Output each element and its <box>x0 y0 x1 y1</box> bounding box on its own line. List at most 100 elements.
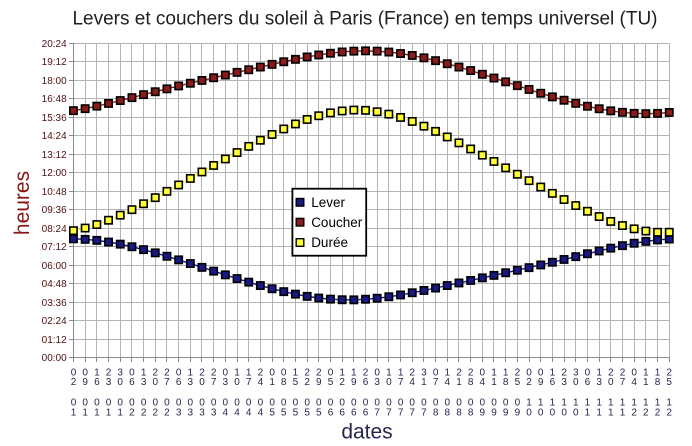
svg-text:7: 7 <box>211 377 217 388</box>
svg-text:2: 2 <box>561 368 567 379</box>
svg-text:2: 2 <box>666 368 672 379</box>
svg-text:0: 0 <box>117 398 123 409</box>
svg-text:5: 5 <box>269 407 275 418</box>
svg-text:2: 2 <box>468 368 474 379</box>
svg-text:2: 2 <box>304 377 310 388</box>
svg-text:2: 2 <box>199 368 205 379</box>
svg-text:8: 8 <box>456 407 462 418</box>
svg-text:0: 0 <box>585 368 591 379</box>
svg-text:09:36: 09:36 <box>42 205 67 216</box>
svg-text:9: 9 <box>503 407 509 418</box>
svg-text:6: 6 <box>585 377 591 388</box>
svg-text:0: 0 <box>561 407 567 418</box>
svg-text:1: 1 <box>608 407 614 418</box>
svg-text:0: 0 <box>386 398 392 409</box>
svg-text:0: 0 <box>117 377 123 388</box>
svg-text:1: 1 <box>596 398 602 409</box>
svg-text:2: 2 <box>164 368 170 379</box>
svg-text:1: 1 <box>666 398 672 409</box>
svg-text:1: 1 <box>94 368 100 379</box>
svg-text:heures: heures <box>11 171 34 235</box>
svg-text:0: 0 <box>631 368 637 379</box>
svg-text:6: 6 <box>94 377 100 388</box>
svg-text:1: 1 <box>234 368 240 379</box>
svg-text:1: 1 <box>608 398 614 409</box>
svg-text:1: 1 <box>503 368 509 379</box>
svg-text:4: 4 <box>480 377 486 388</box>
svg-text:2: 2 <box>153 407 159 418</box>
svg-text:0: 0 <box>339 398 345 409</box>
svg-text:7: 7 <box>433 377 439 388</box>
svg-text:04:48: 04:48 <box>42 279 67 290</box>
svg-text:3: 3 <box>421 368 427 379</box>
svg-text:1: 1 <box>526 398 532 409</box>
svg-text:0: 0 <box>258 398 264 409</box>
svg-text:1: 1 <box>550 368 556 379</box>
svg-text:1: 1 <box>491 377 497 388</box>
svg-text:0: 0 <box>304 398 310 409</box>
svg-text:7: 7 <box>398 377 404 388</box>
svg-text:8: 8 <box>655 377 661 388</box>
svg-text:3: 3 <box>596 377 602 388</box>
svg-text:1: 1 <box>293 368 299 379</box>
svg-text:2: 2 <box>363 368 369 379</box>
svg-text:8: 8 <box>445 407 451 418</box>
svg-text:0: 0 <box>608 377 614 388</box>
svg-text:3: 3 <box>106 377 112 388</box>
svg-text:20:24: 20:24 <box>42 39 67 50</box>
svg-text:5: 5 <box>316 407 322 418</box>
svg-text:7: 7 <box>398 407 404 418</box>
svg-text:0: 0 <box>538 368 544 379</box>
svg-text:Durée: Durée <box>311 235 348 250</box>
svg-text:0: 0 <box>573 407 579 418</box>
svg-text:5: 5 <box>293 407 299 418</box>
svg-text:1: 1 <box>538 398 544 409</box>
svg-text:0: 0 <box>433 368 439 379</box>
svg-text:0: 0 <box>188 398 194 409</box>
svg-text:0: 0 <box>141 398 147 409</box>
svg-text:6: 6 <box>550 377 556 388</box>
svg-text:2: 2 <box>526 377 532 388</box>
svg-text:9: 9 <box>316 377 322 388</box>
svg-text:4: 4 <box>631 377 637 388</box>
svg-text:9: 9 <box>82 377 88 388</box>
svg-text:1: 1 <box>386 368 392 379</box>
svg-text:1: 1 <box>71 407 77 418</box>
svg-text:3: 3 <box>374 377 380 388</box>
svg-text:1: 1 <box>106 407 112 418</box>
svg-text:Lever: Lever <box>311 195 345 210</box>
svg-text:0: 0 <box>456 398 462 409</box>
svg-text:2: 2 <box>456 368 462 379</box>
svg-text:2: 2 <box>339 377 345 388</box>
svg-text:5: 5 <box>666 377 672 388</box>
svg-text:1: 1 <box>643 398 649 409</box>
svg-text:2: 2 <box>141 407 147 418</box>
svg-text:2: 2 <box>608 368 614 379</box>
svg-text:0: 0 <box>433 398 439 409</box>
svg-text:3: 3 <box>223 377 229 388</box>
svg-text:1: 1 <box>585 398 591 409</box>
svg-text:1: 1 <box>269 377 275 388</box>
svg-text:7: 7 <box>620 377 626 388</box>
svg-text:0: 0 <box>468 398 474 409</box>
svg-text:19:12: 19:12 <box>42 57 67 68</box>
svg-text:4: 4 <box>445 377 451 388</box>
svg-text:01:12: 01:12 <box>42 335 67 346</box>
svg-text:1: 1 <box>339 368 345 379</box>
svg-text:2: 2 <box>316 368 322 379</box>
svg-text:8: 8 <box>433 407 439 418</box>
svg-text:3: 3 <box>117 368 123 379</box>
svg-text:0: 0 <box>106 398 112 409</box>
svg-text:0: 0 <box>153 377 159 388</box>
svg-text:07:12: 07:12 <box>42 242 67 253</box>
svg-text:8: 8 <box>503 377 509 388</box>
svg-text:0: 0 <box>328 398 334 409</box>
svg-text:0: 0 <box>491 398 497 409</box>
svg-text:0: 0 <box>246 398 252 409</box>
svg-text:6: 6 <box>363 407 369 418</box>
svg-text:0: 0 <box>374 368 380 379</box>
svg-text:0: 0 <box>94 398 100 409</box>
svg-text:2: 2 <box>304 368 310 379</box>
svg-text:0: 0 <box>269 398 275 409</box>
svg-text:1: 1 <box>643 368 649 379</box>
